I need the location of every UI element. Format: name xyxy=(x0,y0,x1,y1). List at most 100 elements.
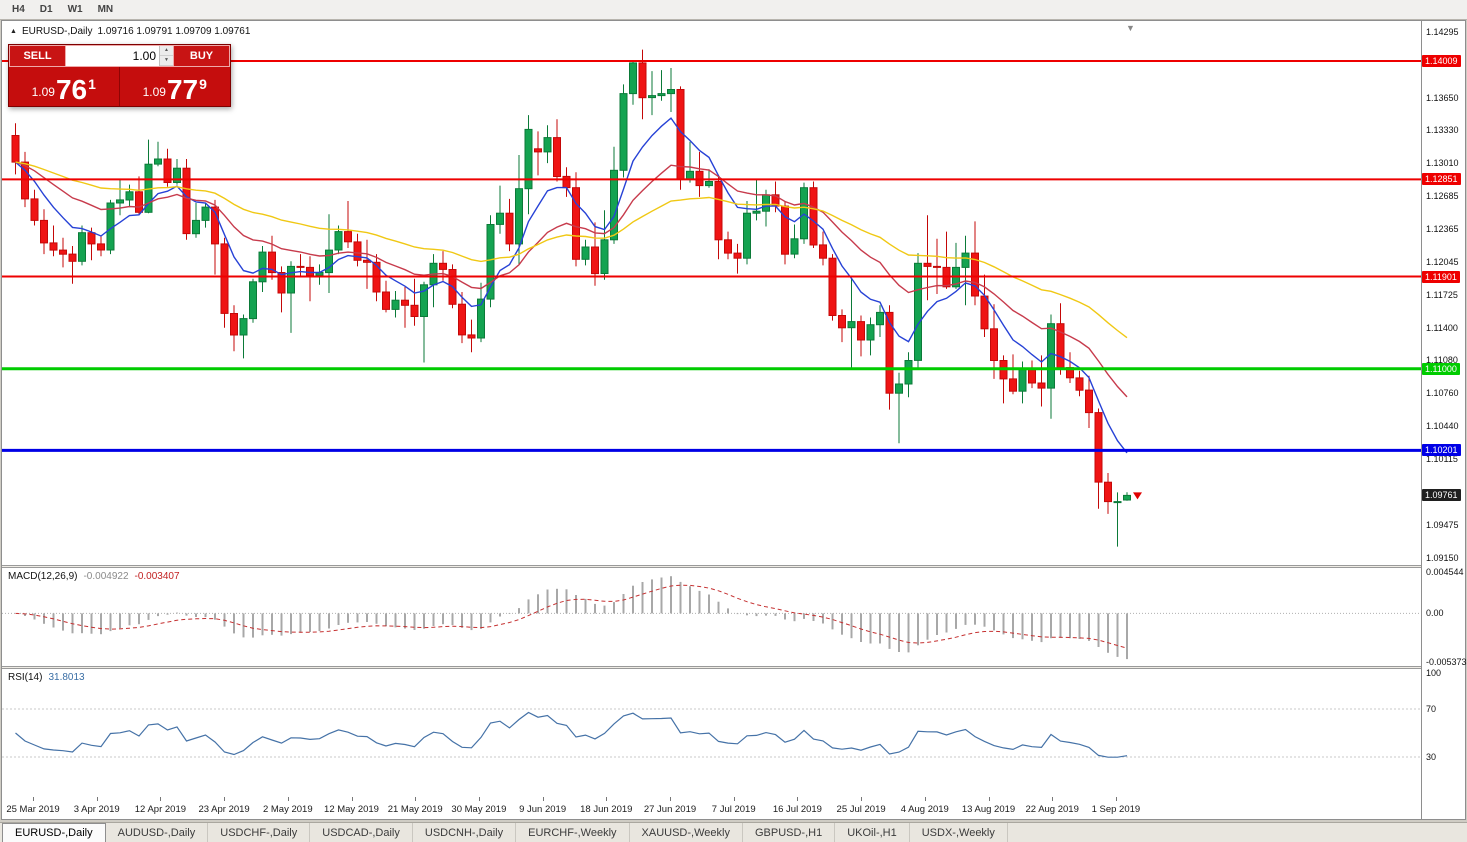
time-axis-tick xyxy=(96,797,98,801)
time-axis-label: 1 Sep 2019 xyxy=(1091,804,1141,815)
time-axis-label: 21 May 2019 xyxy=(387,804,443,815)
chart-tab[interactable]: UKOil-,H1 xyxy=(835,823,910,842)
main-chart-panel[interactable]: ▲ EURUSD-,Daily 1.09716 1.09791 1.09709 … xyxy=(2,21,1421,565)
sell-price-pip: 1 xyxy=(88,76,96,92)
plot-column: ▲ EURUSD-,Daily 1.09716 1.09791 1.09709 … xyxy=(2,21,1421,819)
price-tick-label: 1.13650 xyxy=(1426,92,1459,103)
sell-price[interactable]: 1.09 76 1 xyxy=(9,67,120,106)
macd-chart[interactable] xyxy=(2,568,1421,666)
time-axis-tick xyxy=(924,797,926,801)
price-tick-label: 1.12685 xyxy=(1426,191,1459,202)
time-axis-tick xyxy=(670,797,671,801)
chart-tab[interactable]: EURUSD-,Daily xyxy=(2,823,106,842)
timeframe-button-d1[interactable]: D1 xyxy=(39,4,53,15)
sell-button[interactable]: SELL xyxy=(9,45,66,67)
macd-signal-value: -0.003407 xyxy=(134,571,180,582)
macd-tick-label: -0.005373 xyxy=(1426,657,1467,668)
time-axis[interactable]: 25 Mar 2019 3 Apr 2019 12 Apr 2019 23 Apr 2… xyxy=(2,797,1421,819)
symbol-name: EURUSD-,Daily xyxy=(21,26,93,37)
time-axis-label: 16 Jul 2019 xyxy=(772,804,822,815)
macd-histogram xyxy=(24,576,1128,660)
time-axis-tick xyxy=(160,797,162,801)
level-price-label: 1.10201 xyxy=(1422,444,1461,457)
time-axis-label: 25 Jul 2019 xyxy=(836,804,886,815)
rsi-tick-label: 70 xyxy=(1426,704,1437,714)
chart-tab[interactable]: GBPUSD-,H1 xyxy=(743,823,836,842)
chart-shift-icon[interactable]: ▼ xyxy=(1126,23,1135,33)
candles xyxy=(11,49,1131,547)
timeframe-button-h4[interactable]: H4 xyxy=(12,4,25,15)
time-axis-tick xyxy=(733,797,735,801)
time-axis-label: 3 Apr 2019 xyxy=(73,804,120,815)
volume-up-icon[interactable]: ▲ xyxy=(160,46,173,56)
price-tick-label: 1.13010 xyxy=(1426,158,1459,169)
chart-tab[interactable]: USDCHF-,Daily xyxy=(208,823,311,842)
rsi-label-row: RSI(14) 31.8013 xyxy=(8,672,85,683)
price-scale[interactable]: 1.14295 1.13650 1.13330 1.13010 1.12685 1.123… xyxy=(1421,21,1467,819)
price-tick-label: 1.10440 xyxy=(1426,420,1459,431)
time-axis-tick xyxy=(861,797,863,801)
macd-tick-label: 0.00 xyxy=(1426,608,1444,619)
rsi-level-lines xyxy=(2,708,1421,758)
time-axis-tick xyxy=(287,797,289,801)
buy-button[interactable]: BUY xyxy=(173,45,230,67)
time-axis-label: 27 Jun 2019 xyxy=(643,804,697,815)
sell-price-big: 76 xyxy=(55,74,88,105)
chart-tab[interactable]: AUDUSD-,Daily xyxy=(106,823,209,842)
volume-input[interactable]: 1.00 ▲ ▼ xyxy=(66,45,173,67)
macd-label: MACD(12,26,9) xyxy=(8,571,78,582)
time-axis-label: 12 Apr 2019 xyxy=(134,804,187,815)
rsi-chart[interactable] xyxy=(2,669,1421,797)
time-axis-label: 13 Aug 2019 xyxy=(961,804,1016,815)
chart-tab[interactable]: USDCNH-,Daily xyxy=(413,823,517,842)
ma-medium xyxy=(15,161,1128,398)
macd-signal-line xyxy=(15,584,1128,649)
panel-separator[interactable] xyxy=(2,666,1421,669)
timeframe-button-w1[interactable]: W1 xyxy=(67,4,83,15)
time-axis-tick xyxy=(542,797,544,801)
one-click-trading-panel: SELL 1.00 ▲ ▼ BUY 1.09 76 1 1 xyxy=(8,44,231,107)
macd-panel[interactable]: MACD(12,26,9) -0.004922 -0.003407 xyxy=(2,568,1421,666)
chart-tab[interactable]: USDX-,Weekly xyxy=(910,823,1008,842)
chart-tab-bar: EURUSD-,Daily AUDUSD-,Daily USDCHF-,Daily U… xyxy=(0,822,1467,842)
panel-separator[interactable] xyxy=(2,565,1421,568)
time-axis-tick xyxy=(224,797,226,801)
chart-tab[interactable]: XAUUSD-,Weekly xyxy=(630,823,743,842)
ma-fast xyxy=(15,117,1128,454)
price-tick-label: 1.10115 xyxy=(1426,454,1458,465)
time-axis-label: 22 Aug 2019 xyxy=(1025,804,1079,815)
symbol-ohlc-values: 1.09716 1.09791 1.09709 1.09761 xyxy=(97,26,251,37)
timeframe-button-mn[interactable]: MN xyxy=(97,4,114,15)
chart-tab[interactable]: USDCAD-,Daily xyxy=(310,823,413,842)
volume-spinner: ▲ ▼ xyxy=(159,46,173,66)
price-tick-label: 1.13330 xyxy=(1426,125,1459,136)
candlestick-chart[interactable] xyxy=(2,21,1421,565)
macd-main-value: -0.004922 xyxy=(83,571,129,582)
chart-tab[interactable]: EURCHF-,Weekly xyxy=(516,823,630,842)
horizontal-level-lines xyxy=(2,60,1421,452)
level-price-label: 1.11000 xyxy=(1422,362,1460,375)
time-axis-label: 30 May 2019 xyxy=(451,804,507,815)
current-price-label: 1.09761 xyxy=(1422,489,1461,502)
buy-price[interactable]: 1.09 77 9 xyxy=(120,67,231,106)
moving-average-lines xyxy=(15,117,1128,454)
level-price-label: 1.11901 xyxy=(1422,270,1460,283)
rsi-panel[interactable]: RSI(14) 31.8013 xyxy=(2,669,1421,797)
time-axis-label: 4 Aug 2019 xyxy=(900,804,949,815)
time-axis-tick xyxy=(1115,797,1117,801)
macd-label-row: MACD(12,26,9) -0.004922 -0.003407 xyxy=(8,571,180,582)
volume-down-icon[interactable]: ▼ xyxy=(160,56,173,66)
price-tick-label: 1.09475 xyxy=(1426,519,1459,530)
time-axis-tick xyxy=(415,797,417,801)
top-toolbar: H4 D1 W1 MN xyxy=(0,0,1467,20)
time-axis-label: 2 May 2019 xyxy=(262,804,313,815)
time-axis-label: 12 May 2019 xyxy=(324,804,379,815)
volume-value[interactable]: 1.00 xyxy=(132,49,156,63)
rsi-label: RSI(14) xyxy=(8,672,43,683)
buy-price-pip: 9 xyxy=(199,76,207,92)
macd-tick-label: 0.004544 xyxy=(1426,567,1464,578)
ma-slow xyxy=(15,161,1128,339)
time-axis-tick xyxy=(606,797,608,801)
price-tick-label: 1.11725 xyxy=(1426,289,1458,300)
time-axis-tick xyxy=(797,797,799,801)
